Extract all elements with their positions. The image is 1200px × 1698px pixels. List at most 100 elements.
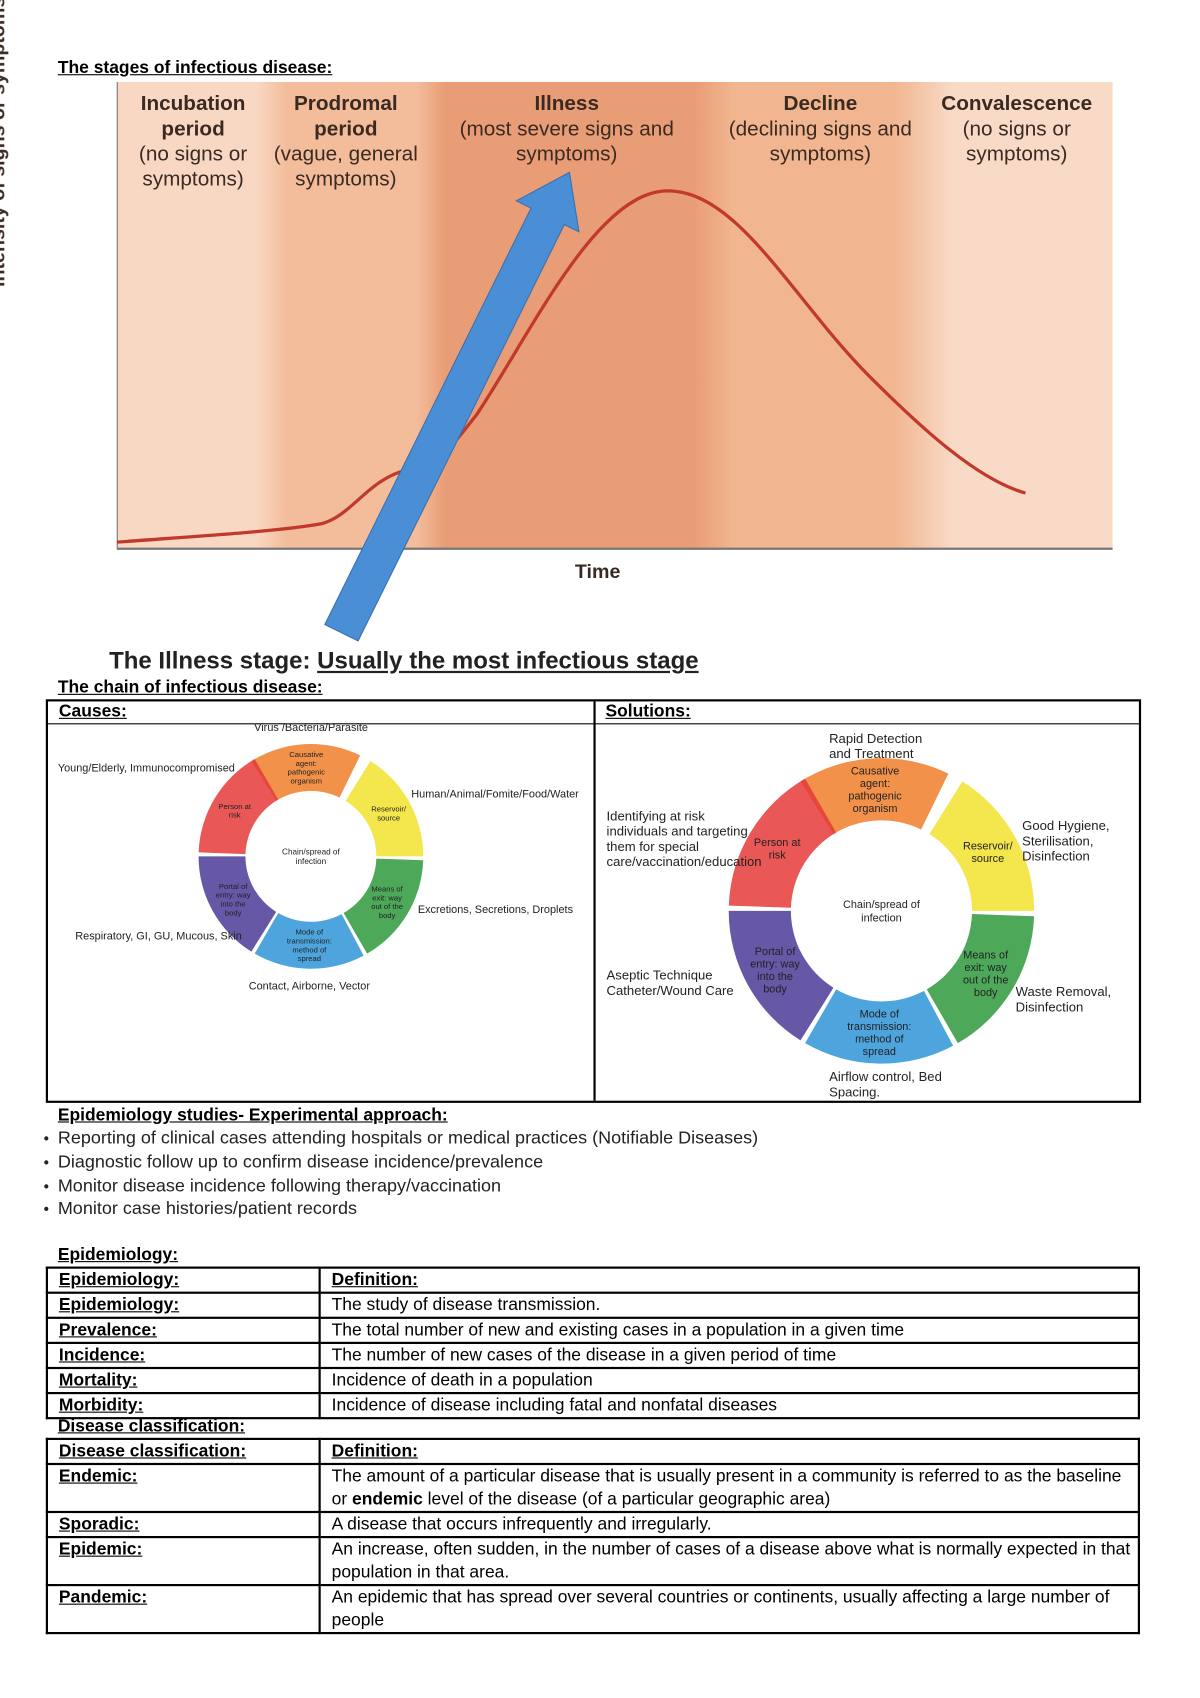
- line: Good Hygiene,: [1022, 818, 1110, 834]
- table-row: Prevalence: The total number of new and e…: [45, 1316, 1140, 1344]
- epidemiology-heading: Epidemiology:: [57, 1245, 179, 1265]
- chain-segment: [254, 913, 364, 975]
- cause-exit: Excretions, Secretions, Droplets: [417, 904, 574, 917]
- band-title: Prodromal period: [293, 92, 398, 141]
- bullet-item: Reporting of clinical cases attending ho…: [44, 1128, 759, 1149]
- band-title: Decline: [783, 92, 858, 116]
- band-background: [116, 81, 1113, 549]
- chain-heading: The chain of infectious disease:: [57, 678, 323, 698]
- chain-segment-label: Means of exit: way out of the body: [963, 950, 1009, 1000]
- header-cell: Definition:: [318, 1437, 1140, 1466]
- band-title: Incubation period: [140, 92, 246, 141]
- band-subtitle: (vague, general symptoms): [273, 142, 418, 191]
- line: Sterilisation,: [1022, 833, 1094, 849]
- band-label-prodromal: Prodromal period (vague, general symptoms…: [269, 92, 422, 192]
- chain-segment-label: Mode of transmission: method of spread: [287, 928, 332, 963]
- definition: Incidence of death in a population: [318, 1366, 1140, 1395]
- solution-transmission: Airflow control, Bed Spacing.: [829, 1069, 942, 1100]
- table-header: Epidemiology: Definition:: [45, 1266, 1140, 1294]
- line: individuals and targeting: [606, 823, 748, 839]
- chain-table: Causes: Solutions:: [45, 699, 1142, 1103]
- chain-segment: [926, 914, 1035, 1044]
- line: Disinfection: [1022, 848, 1090, 864]
- term: Pandemic:: [45, 1583, 321, 1635]
- x-axis-label: Time: [574, 560, 621, 583]
- line: Identifying at risk: [606, 808, 705, 824]
- arrow-icon: [324, 171, 580, 642]
- term: Incidence:: [45, 1341, 321, 1370]
- header-cell: Definition:: [318, 1266, 1140, 1294]
- cause-entry: Respiratory, GI, GU, Mucous, Skin: [75, 930, 242, 943]
- header-cell: Disease classification:: [45, 1437, 321, 1466]
- line: Airflow control, Bed: [829, 1069, 942, 1085]
- term: Epidemiology:: [45, 1291, 321, 1319]
- chain-center-label: Chain/spread of infection: [843, 899, 921, 924]
- line: Spacing.: [829, 1084, 881, 1100]
- band-label-decline: Decline (declining signs and symptoms): [684, 92, 957, 167]
- band-subtitle: (no signs or symptoms): [138, 142, 248, 191]
- callout-prefix: The Illness stage:: [109, 646, 318, 675]
- chain-segment: [929, 781, 1035, 911]
- table-row: Morbidity: Incidence of disease including…: [45, 1391, 1140, 1420]
- line: care/vaccination/education: [606, 854, 762, 870]
- text: The amount of a particular disease that …: [331, 1467, 1122, 1509]
- table-row: Epidemic: An increase, often sudden, in t…: [45, 1535, 1140, 1587]
- chain-segment-label: Causative agent: pathogenic organism: [848, 765, 902, 815]
- studies-heading: Epidemiology studies- Experimental appro…: [57, 1106, 448, 1125]
- table-row: Pandemic: An epidemic that has spread ove…: [45, 1583, 1140, 1635]
- chain-segment-label: Reservoir/source: [371, 805, 407, 823]
- chain-segment-label: Portal of entry: way into the body: [750, 946, 800, 996]
- stages-chart-svg: [116, 81, 1113, 550]
- stages-heading: The stages of infectious disease:: [57, 58, 333, 78]
- term: Epidemic:: [45, 1535, 321, 1587]
- definition: An increase, often sudden, in the number…: [318, 1535, 1140, 1587]
- cause-transmission: Contact, Airborne, Vector: [248, 980, 371, 993]
- illness-arrow: [324, 171, 580, 642]
- table-row: Incidence: The number of new cases of the…: [45, 1341, 1140, 1370]
- classification-heading: Disease classification:: [57, 1417, 246, 1436]
- chain-segment-label: Mode of transmission: method of spread: [847, 1009, 911, 1059]
- epidemiology-table: Epidemiology: Definition: Epidemiology: Th…: [45, 1266, 1140, 1420]
- definition: A disease that occurs infrequently and i…: [318, 1510, 1140, 1539]
- chain-segment: [728, 910, 834, 1041]
- table-row: Sporadic: A disease that occurs infrequen…: [45, 1510, 1140, 1539]
- bullet-item: Monitor disease incidence following ther…: [44, 1176, 501, 1197]
- term: Prevalence:: [45, 1316, 321, 1344]
- definition: Incidence of disease including fatal and…: [318, 1391, 1140, 1420]
- solution-entry: Aseptic Technique Catheter/Wound Care: [607, 968, 734, 999]
- callout-emphasis: Usually the most infectious stage: [317, 646, 699, 675]
- band-label-incubation: Incubation period (no signs or symptoms): [117, 92, 270, 192]
- table-row: Epidemiology: The study of disease transm…: [45, 1291, 1140, 1319]
- chain-segment: [198, 856, 277, 952]
- chain-center-label: Chain/spread of infection: [282, 847, 340, 866]
- chain-segment-label: Means of exit: way out of the body: [371, 885, 403, 920]
- chain-segment-label: Causative agent: pathogenic organism: [288, 750, 325, 785]
- solution-reservoir: Good Hygiene, Sterilisation, Disinfection: [1022, 818, 1109, 864]
- text: level of the disease (of a particular ge…: [422, 1490, 831, 1509]
- table-row: Endemic: The amount of a particular disea…: [45, 1462, 1140, 1514]
- band-title: Convalescence: [941, 92, 1093, 116]
- chain-segment-label: Reservoir/source: [963, 840, 1014, 865]
- definition: An epidemic that has spread over several…: [318, 1583, 1140, 1635]
- bullet-item: Monitor case histories/patient records: [44, 1199, 357, 1220]
- definition: The total number of new and existing cas…: [318, 1316, 1140, 1344]
- line: Aseptic Technique: [606, 967, 713, 983]
- chain-segment: [800, 751, 949, 835]
- term: Endemic:: [45, 1462, 321, 1514]
- line: Waste Removal,: [1015, 983, 1112, 1000]
- band-label-convalescence: Convalescence (no signs or symptoms): [919, 92, 1115, 167]
- solutions-chain-diagram: Causative agent: pathogenic organism Reservo…: [728, 751, 1035, 1069]
- definition: The number of new cases of the disease i…: [318, 1341, 1140, 1370]
- chain-segment-label: Portal of entry: way into the body: [216, 882, 251, 917]
- term: Mortality:: [45, 1366, 321, 1395]
- term: Sporadic:: [45, 1510, 321, 1539]
- line: Disinfection: [1015, 999, 1084, 1015]
- cause-agent: Virus /Bacteria/Parasite: [254, 722, 368, 735]
- chain-segment-label: Person at risk: [218, 802, 252, 820]
- term: Morbidity:: [45, 1391, 321, 1420]
- table-header: Disease classification: Definition:: [45, 1437, 1140, 1466]
- solution-exit: Waste Removal, Disinfection: [1016, 984, 1112, 1015]
- band-title: Illness: [534, 92, 599, 116]
- stages-chart: Incubation period (no signs or symptoms) P…: [116, 81, 1115, 551]
- disease-curve: [116, 189, 1026, 544]
